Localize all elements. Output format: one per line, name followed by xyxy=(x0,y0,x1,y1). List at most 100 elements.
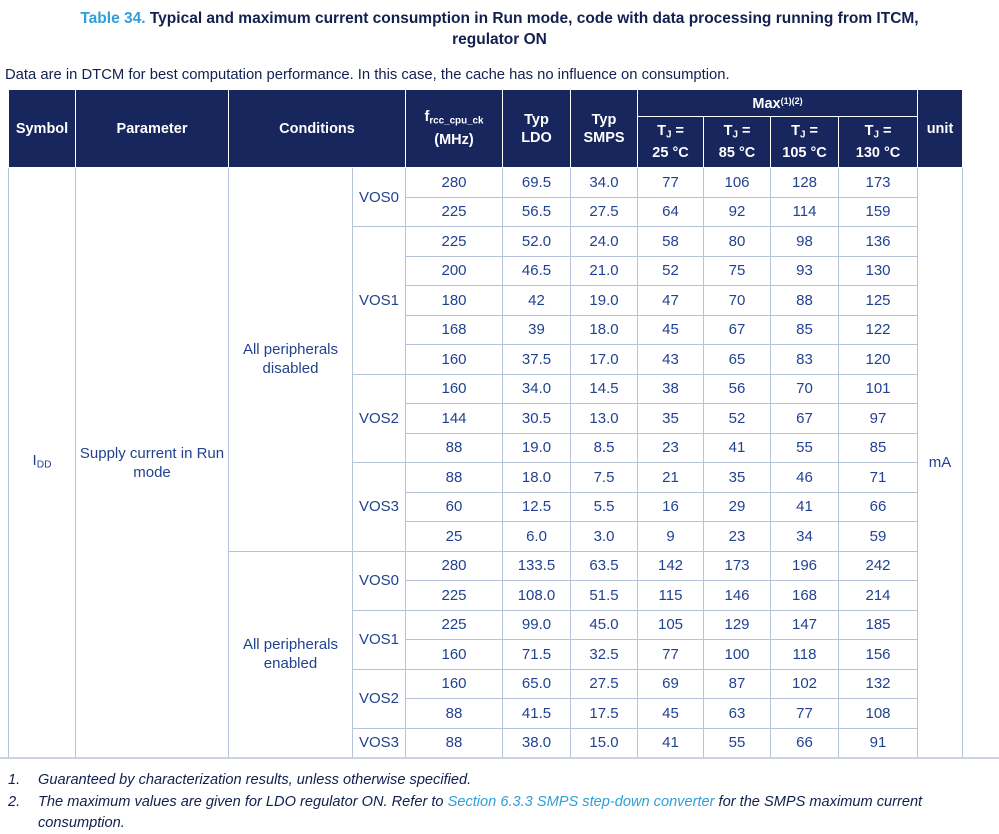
value-cell: 45.0 xyxy=(570,609,638,640)
value-cell: 102 xyxy=(770,668,839,699)
value-cell: 13.0 xyxy=(570,403,638,434)
value-cell: 58 xyxy=(637,226,704,257)
symbol-cell: IDD xyxy=(8,167,76,758)
value-cell: 69.5 xyxy=(502,167,571,198)
table-row: 180 42 19.0 47 70 88 125 xyxy=(9,285,963,316)
value-cell: 30.5 xyxy=(502,403,571,434)
max-footnote-refs: (1)(2) xyxy=(780,96,803,107)
value-cell: 75 xyxy=(703,255,771,286)
value-cell: 98 xyxy=(770,226,839,257)
value-cell: 105 xyxy=(637,609,704,640)
freq-subscript: rcc_cpu_ck xyxy=(429,115,484,127)
value-cell: 55 xyxy=(770,432,839,463)
vos-cell: VOS2 xyxy=(352,373,406,463)
value-cell: 45 xyxy=(637,698,704,729)
freq-cell: 180 xyxy=(405,285,503,316)
value-cell: 65.0 xyxy=(502,668,571,699)
footnote-text: The maximum values are given for LDO reg… xyxy=(38,792,968,834)
col-header-tj-25: TJ = 25 °C xyxy=(637,116,704,168)
col-header-freq: frcc_cpu_ck (MHz) xyxy=(405,89,503,168)
freq-cell: 280 xyxy=(405,167,503,198)
value-cell: 24.0 xyxy=(570,226,638,257)
value-cell: 100 xyxy=(703,639,771,670)
value-cell: 9 xyxy=(637,521,704,552)
value-cell: 185 xyxy=(838,609,918,640)
freq-cell: 280 xyxy=(405,550,503,581)
col-header-symbol: Symbol xyxy=(8,89,76,168)
value-cell: 18.0 xyxy=(570,314,638,345)
value-cell: 69 xyxy=(637,668,704,699)
value-cell: 8.5 xyxy=(570,432,638,463)
value-cell: 77 xyxy=(637,639,704,670)
value-cell: 41 xyxy=(770,491,839,522)
footnote-number: 1. xyxy=(8,772,21,788)
value-cell: 46 xyxy=(770,462,839,493)
value-cell: 45 xyxy=(637,314,704,345)
value-cell: 85 xyxy=(770,314,839,345)
footnote-1: 1. Guaranteed by characterization result… xyxy=(8,770,999,791)
value-cell: 120 xyxy=(838,344,918,375)
value-cell: 37.5 xyxy=(502,344,571,375)
freq-cell: 144 xyxy=(405,403,503,434)
table-row: 160 37.5 17.0 43 65 83 120 xyxy=(9,344,963,375)
value-cell: 52 xyxy=(703,403,771,434)
value-cell: 77 xyxy=(637,167,704,198)
freq-cell: 168 xyxy=(405,314,503,345)
col-header-tj-130: TJ = 130 °C xyxy=(838,116,918,168)
table-row: 88 19.0 8.5 23 41 55 85 xyxy=(9,432,963,463)
col-header-max: Max(1)(2) xyxy=(637,89,918,117)
value-cell: 19.0 xyxy=(570,285,638,316)
vos-cell: VOS3 xyxy=(352,462,406,552)
freq-symbol: f xyxy=(424,109,430,126)
value-cell: 101 xyxy=(838,373,918,404)
col-header-tj-105: TJ = 105 °C xyxy=(770,116,839,168)
value-cell: 16 xyxy=(637,491,704,522)
table-row: All peripherals enabled VOS0 280 133.5 6… xyxy=(9,550,963,758)
table-row: 200 46.5 21.0 52 75 93 130 xyxy=(9,255,963,286)
table-row: VOS3 88 38.0 15.0 41 55 66 91 xyxy=(9,727,963,758)
value-cell: 39 xyxy=(502,314,571,345)
value-cell: 129 xyxy=(703,609,771,640)
table-row: 25 6.0 3.0 9 23 34 59 xyxy=(9,521,963,552)
value-cell: 70 xyxy=(770,373,839,404)
freq-cell: 88 xyxy=(405,727,503,758)
value-cell: 5.5 xyxy=(570,491,638,522)
value-cell: 114 xyxy=(770,196,839,227)
value-cell: 70 xyxy=(703,285,771,316)
value-cell: 32.5 xyxy=(570,639,638,670)
value-cell: 41.5 xyxy=(502,698,571,729)
footnote-text-pre: The maximum values are given for LDO reg… xyxy=(38,794,448,810)
table-row: VOS2 160 34.0 14.5 38 56 70 101 xyxy=(9,373,963,463)
value-cell: 80 xyxy=(703,226,771,257)
value-cell: 35 xyxy=(703,462,771,493)
value-cell: 17.5 xyxy=(570,698,638,729)
value-cell: 55 xyxy=(703,727,771,758)
value-cell: 133.5 xyxy=(502,550,571,581)
freq-cell: 88 xyxy=(405,432,503,463)
value-cell: 14.5 xyxy=(570,373,638,404)
col-header-parameter: Parameter xyxy=(75,89,229,168)
value-cell: 87 xyxy=(703,668,771,699)
value-cell: 17.0 xyxy=(570,344,638,375)
table-row: 160 71.5 32.5 77 100 118 156 xyxy=(9,639,963,670)
value-cell: 66 xyxy=(838,491,918,522)
footnote-text: Guaranteed by characterization results, … xyxy=(38,772,472,788)
value-cell: 52 xyxy=(637,255,704,286)
footnote-number: 2. xyxy=(8,794,21,810)
footnotes: 1. Guaranteed by characterization result… xyxy=(8,770,999,834)
vos-cell: VOS0 xyxy=(352,550,406,611)
value-cell: 27.5 xyxy=(570,196,638,227)
value-cell: 21.0 xyxy=(570,255,638,286)
table-subtitle: Data are in DTCM for best computation pe… xyxy=(5,67,730,83)
tj-temp: 105 °C xyxy=(782,145,827,162)
section-link[interactable]: Section 6.3.3 SMPS step-down converter xyxy=(447,794,715,810)
value-cell: 77 xyxy=(770,698,839,729)
table-row: 225 108.0 51.5 115 146 168 214 xyxy=(9,580,963,611)
value-cell: 214 xyxy=(838,580,918,611)
freq-cell: 200 xyxy=(405,255,503,286)
table-row: VOS1 225 99.0 45.0 105 129 147 185 xyxy=(9,609,963,670)
value-cell: 59 xyxy=(838,521,918,552)
value-cell: 136 xyxy=(838,226,918,257)
tj-temp: 85 °C xyxy=(718,145,756,162)
symbol-subscript: DD xyxy=(36,459,52,471)
